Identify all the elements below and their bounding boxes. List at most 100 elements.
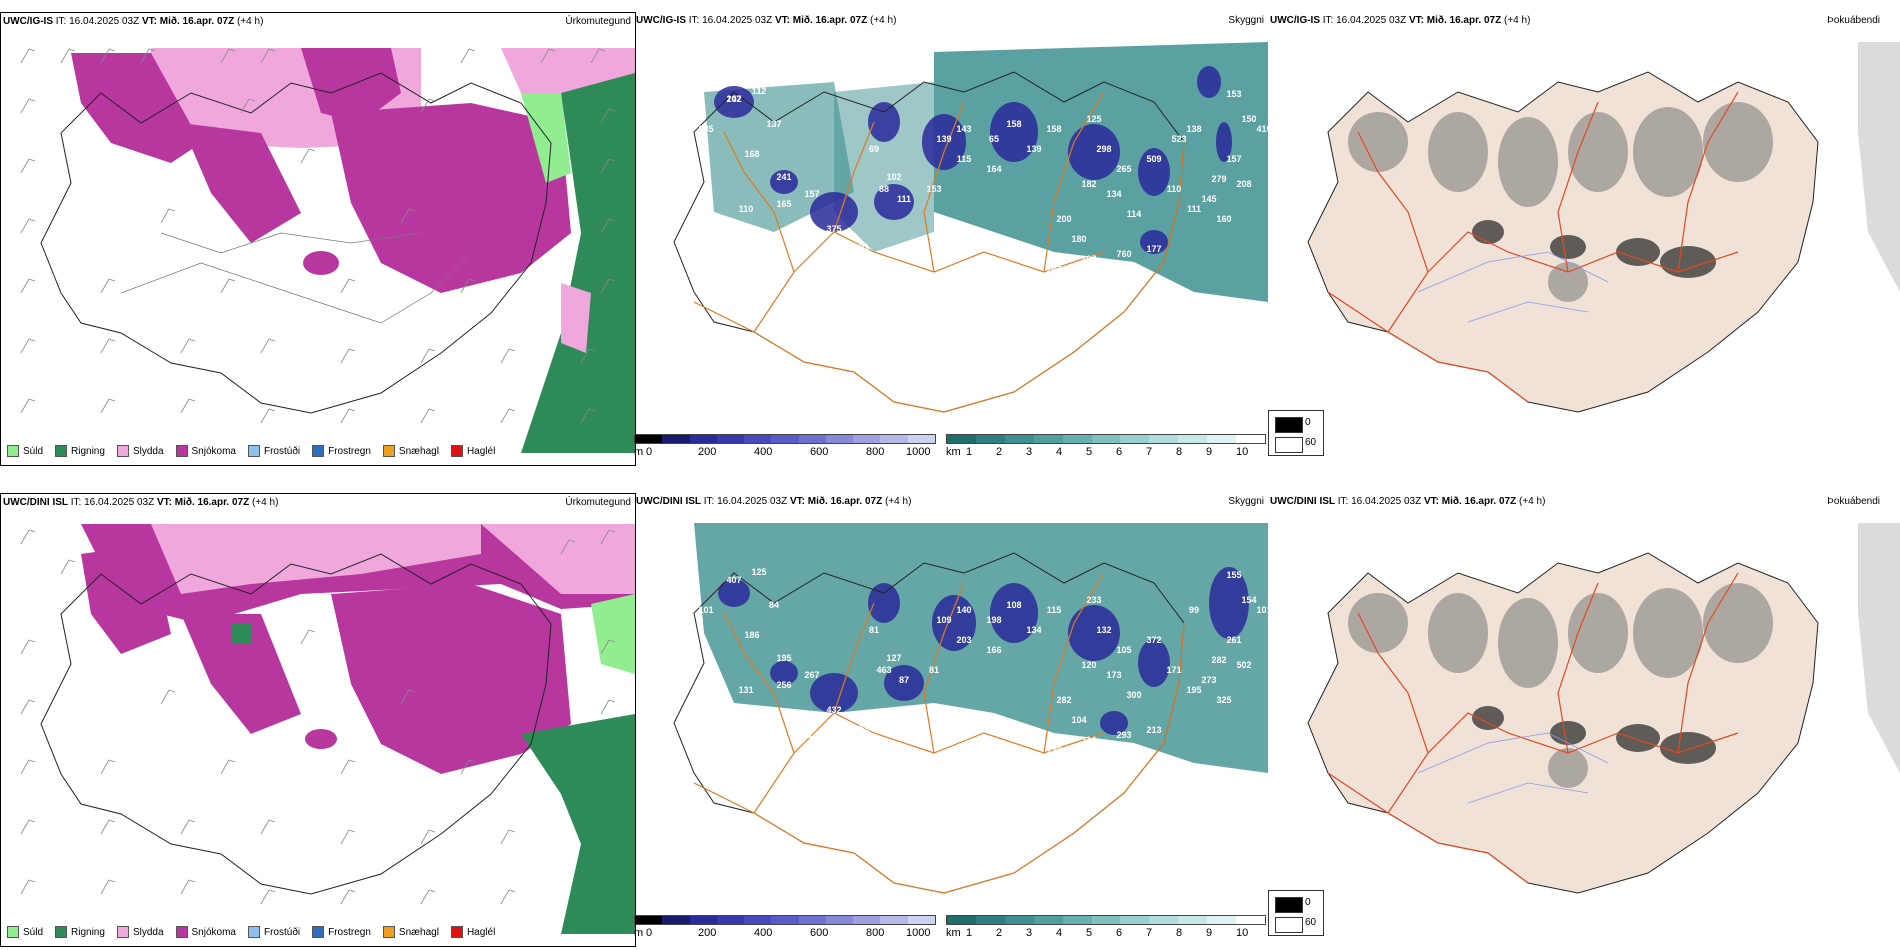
- cloud-base-label: 195: [776, 653, 791, 663]
- legend-swatch: [450, 445, 463, 457]
- legend-swatch: [382, 926, 395, 938]
- fog-legend-label: 0: [1305, 897, 1311, 908]
- legend-label: Haglél: [466, 926, 496, 938]
- visibility-tick: 5: [1086, 927, 1093, 939]
- visibility-tick: 6: [1116, 446, 1123, 458]
- cloud-scale-unit: m: [634, 446, 644, 458]
- cloud-base-label: 279: [1211, 174, 1226, 184]
- cloud-base-label: 145: [1201, 194, 1216, 204]
- cloud-base-label: 101: [698, 605, 713, 615]
- cloud-base-label: 1: [756, 86, 761, 96]
- panel-precip-type-row2: UWC/DINI ISL IT: 16.04.2025 03Z VT: Mið.…: [0, 493, 636, 947]
- panel-visibility-row2: UWC/DINI ISL IT: 16.04.2025 03Z VT: Mið.…: [634, 493, 1268, 945]
- cloud-base-label: 140: [956, 605, 971, 615]
- legend-item: Haglél: [450, 926, 496, 938]
- cloud-base-label: 282: [1056, 695, 1071, 705]
- cloud-base-label: 173: [1106, 670, 1121, 680]
- precip-map: [20, 524, 635, 934]
- fog-swatch: [1275, 897, 1303, 913]
- cloud-base-label: 116: [722, 725, 737, 735]
- cloud-base-colorbar: m 0 200 400 600 800 1000: [634, 434, 944, 464]
- cloud-base-label: 157: [804, 189, 819, 199]
- cloud-tick: 600: [810, 446, 829, 458]
- panel-header: UWC/IG-IS IT: 16.04.2025 03Z VT: Mið. 16…: [3, 16, 263, 27]
- fog-legend-label: 60: [1305, 917, 1317, 928]
- legend-label: Snjókoma: [191, 445, 236, 457]
- lead-time: (+4 h): [237, 16, 264, 27]
- cloud-base-label: 110: [739, 204, 754, 214]
- cloud-base-label: 200: [1056, 214, 1071, 224]
- legend-swatch: [55, 445, 68, 457]
- cloud-base-label: 372: [1146, 635, 1161, 645]
- vt-value: Mið. 16.apr. 07Z: [174, 497, 250, 508]
- legend-label: Haglél: [466, 445, 496, 457]
- cloud-base-label: 760: [1116, 249, 1131, 259]
- legend-swatch: [382, 445, 395, 457]
- cloud-base-label: 177: [1146, 244, 1161, 254]
- fog-map: [1307, 42, 1900, 413]
- cloud-base-label: 131: [738, 685, 753, 695]
- it-label: IT:: [70, 497, 82, 508]
- cloud-base-label: 134: [1026, 625, 1041, 635]
- visibility-tick: 3: [1026, 446, 1033, 458]
- cloud-base-label: 81: [929, 665, 939, 675]
- cloud-base-label: 69: [869, 144, 879, 154]
- cloud-base-label: 155: [1226, 570, 1241, 580]
- cloud-base-label: 153: [1226, 89, 1241, 99]
- visibility-tick: 2: [996, 927, 1003, 939]
- vt-label: VT:: [1408, 15, 1424, 26]
- cloud-base-label: 180: [1071, 234, 1086, 244]
- cloud-base-label: 195: [1186, 685, 1201, 695]
- vt-value: Mið. 16.apr. 07Z: [807, 496, 883, 507]
- cloud-base-label: 198: [986, 615, 1001, 625]
- cloud-base-label: 134: [1106, 189, 1121, 199]
- vt-label: VT:: [156, 497, 172, 508]
- cloud-base-label: 204: [1096, 760, 1111, 770]
- cloud-colorbar-bar: [634, 915, 936, 925]
- cloud-base-label: 463: [876, 665, 891, 675]
- it-value: 16.04.2025 03Z: [69, 16, 140, 27]
- cloud-base-label: 241: [776, 172, 791, 182]
- legend-item: Slydda: [116, 926, 164, 938]
- legend-label: Snæhagl: [398, 926, 439, 938]
- legend-item: Snjókoma: [175, 445, 236, 457]
- visibility-tick: 3: [1026, 927, 1033, 939]
- model-name: UWC/IG-IS: [1270, 15, 1320, 26]
- visibility-tick: 10: [1236, 927, 1249, 939]
- visibility-tick: 10: [1236, 446, 1249, 458]
- cloud-base-label: 261: [1226, 635, 1241, 645]
- cloud-base-label: 132: [1096, 625, 1111, 635]
- cloud-tick: 800: [866, 446, 885, 458]
- legend-swatch: [247, 445, 260, 457]
- cloud-base-label: 79: [759, 730, 769, 740]
- it-value: 16.04.2025 03Z: [1351, 496, 1422, 507]
- cloud-base-label: 114: [1127, 209, 1142, 219]
- cloud-base-label: 88: [869, 279, 879, 289]
- it-value: 16.04.2025 03Z: [84, 497, 155, 508]
- cloud-base-label: 410: [1256, 124, 1268, 134]
- legend-item: Haglél: [450, 445, 496, 457]
- cloud-base-label: 168: [744, 149, 759, 159]
- cloud-base-label: 182: [1081, 179, 1096, 189]
- legend-swatch: [116, 926, 129, 938]
- visibility-scale-unit: km: [946, 927, 961, 939]
- panel-title: Skyggni: [1228, 15, 1264, 26]
- legend-swatch: [450, 926, 463, 938]
- cloud-tick: 200: [698, 927, 717, 939]
- panel-fog-row2: UWC/DINI ISL IT: 16.04.2025 03Z VT: Mið.…: [1268, 493, 1900, 945]
- cloud-base-label: 203: [956, 635, 971, 645]
- cloud-scale-unit: m: [634, 927, 644, 939]
- cloud-base-label: 111: [897, 194, 911, 204]
- cloud-base-label: 111: [1187, 204, 1201, 214]
- cloud-base-labels: 407 125 101 84 186 195 267 256 131 116 79 556 432 82 8…: [698, 567, 1268, 795]
- cloud-base-label: 65: [989, 134, 999, 144]
- visibility-tick: 9: [1206, 927, 1213, 939]
- legend-item: Rigning: [55, 926, 105, 938]
- cloud-base-label: 160: [1216, 214, 1231, 224]
- precip-legend: Súld Rigning Slydda Snjókoma Frostúði Fr…: [7, 445, 495, 457]
- panel-header: UWC/DINI ISL IT: 16.04.2025 03Z VT: Mið.…: [1270, 496, 1545, 507]
- cloud-base-label: 112: [752, 86, 767, 96]
- cloud-base-label: 139: [936, 134, 951, 144]
